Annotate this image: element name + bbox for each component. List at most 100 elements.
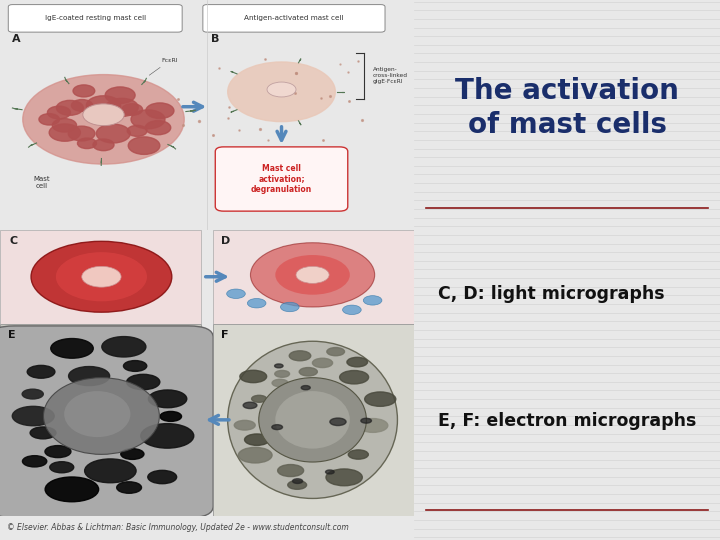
Circle shape [245,434,269,446]
Circle shape [325,470,334,474]
Circle shape [123,361,147,372]
Text: A: A [12,35,21,44]
Circle shape [53,119,76,132]
Bar [0,230,201,324]
Circle shape [274,364,283,368]
Circle shape [127,125,147,137]
FancyBboxPatch shape [8,5,182,32]
Text: C, D: light micrographs: C, D: light micrographs [438,285,665,303]
Text: Antigen-activated mast cell: Antigen-activated mast cell [244,15,343,22]
Text: © Elsevier. Abbas & Lichtman: Basic Immunology, Updated 2e - www.studentconsult.: © Elsevier. Abbas & Lichtman: Basic Immu… [7,523,349,532]
Circle shape [146,103,174,118]
Circle shape [22,456,47,467]
FancyBboxPatch shape [215,147,348,211]
Ellipse shape [343,305,361,314]
Ellipse shape [83,104,124,126]
Ellipse shape [258,377,366,462]
Ellipse shape [267,82,296,97]
Circle shape [127,374,160,390]
Text: E: E [9,330,16,340]
Circle shape [50,462,73,473]
Circle shape [93,139,114,151]
FancyBboxPatch shape [203,5,385,32]
Circle shape [160,411,181,421]
Circle shape [326,469,362,486]
Circle shape [278,464,304,477]
Text: Antigen-
cross-linked
gIgE·FcεRI: Antigen- cross-linked gIgE·FcεRI [373,68,408,84]
Ellipse shape [275,255,350,295]
Circle shape [272,379,288,387]
Circle shape [102,336,146,357]
Circle shape [12,406,54,426]
Circle shape [71,99,93,111]
Ellipse shape [82,266,121,287]
Text: E, F: electron micrographs: E, F: electron micrographs [438,412,697,430]
Circle shape [121,449,144,460]
Circle shape [73,85,95,97]
Circle shape [243,402,257,409]
Circle shape [68,367,109,386]
Circle shape [39,113,60,125]
Ellipse shape [228,341,397,498]
Circle shape [361,418,372,423]
Text: Mast
cell: Mast cell [33,176,50,188]
Ellipse shape [281,302,299,312]
Bar [0,324,201,516]
Circle shape [301,386,310,390]
Circle shape [272,424,282,430]
Circle shape [330,418,346,426]
Text: Mast cell
activation;
degranulation: Mast cell activation; degranulation [251,164,312,194]
Circle shape [292,479,302,483]
Text: FcεRI: FcεRI [149,58,178,75]
Circle shape [105,87,135,104]
Circle shape [251,395,266,402]
Circle shape [228,62,336,122]
Circle shape [348,450,369,459]
Circle shape [78,138,96,149]
Circle shape [275,370,289,377]
Circle shape [141,423,194,448]
Circle shape [30,427,56,439]
Circle shape [51,339,94,358]
Circle shape [327,348,345,356]
Ellipse shape [275,391,350,449]
Circle shape [27,366,55,378]
Bar [213,324,414,516]
Circle shape [300,368,318,376]
Text: C: C [9,236,17,246]
Circle shape [312,358,333,368]
Text: D: D [222,236,230,246]
Text: B: B [211,35,220,44]
Circle shape [23,75,184,164]
Ellipse shape [64,391,130,437]
Circle shape [45,446,71,457]
Circle shape [288,481,307,489]
Circle shape [96,124,130,143]
Circle shape [106,98,138,117]
Circle shape [238,447,272,463]
Circle shape [131,110,165,129]
Ellipse shape [296,266,329,284]
Circle shape [128,137,160,154]
Circle shape [49,124,81,141]
Circle shape [347,357,367,367]
Ellipse shape [31,241,172,312]
Circle shape [86,96,121,115]
Ellipse shape [227,289,246,299]
Circle shape [289,351,311,361]
Circle shape [45,477,99,502]
Text: F: F [222,330,229,340]
Ellipse shape [43,377,159,454]
Ellipse shape [248,299,266,308]
Circle shape [148,470,176,484]
Circle shape [56,100,84,115]
Circle shape [48,106,71,119]
Circle shape [68,126,95,141]
Bar [213,230,414,324]
Text: The activation
of mast cells: The activation of mast cells [455,77,679,139]
Circle shape [358,418,388,433]
Circle shape [122,104,143,115]
Circle shape [364,392,396,406]
FancyBboxPatch shape [0,326,213,518]
Circle shape [117,482,142,494]
